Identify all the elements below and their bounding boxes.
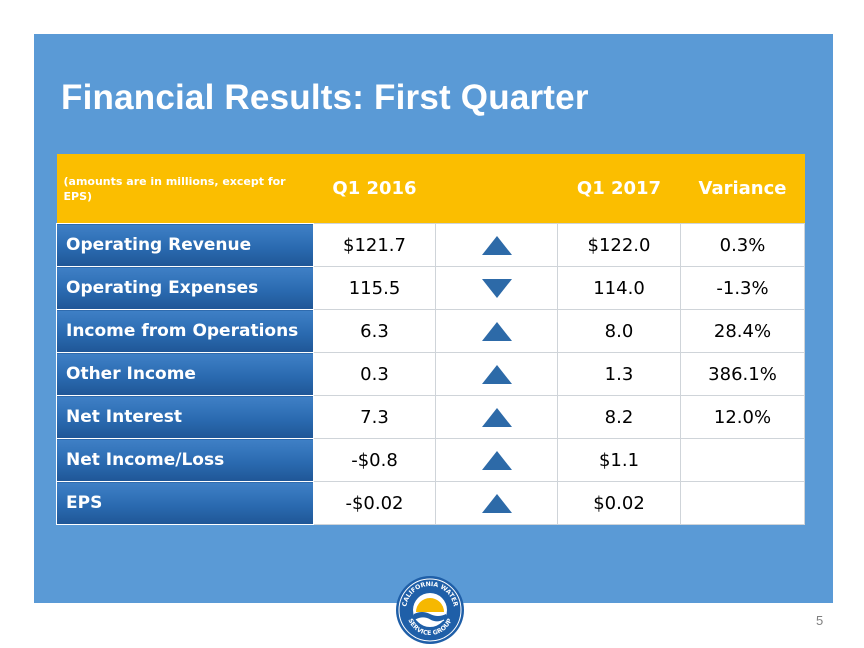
up-triangle-icon (482, 408, 512, 427)
table-row: Operating Expenses 115.5 114.0 -1.3% (57, 267, 805, 310)
q1-2016-value: 6.3 (314, 310, 436, 353)
q1-2017-value: 8.2 (558, 396, 681, 439)
q1-2016-value: $121.7 (314, 224, 436, 267)
q1-2017-value: $0.02 (558, 482, 681, 525)
table-row: Income from Operations 6.3 8.0 28.4% (57, 310, 805, 353)
q1-2016-value: 7.3 (314, 396, 436, 439)
row-label: Operating Expenses (57, 267, 314, 310)
header-trend (436, 154, 558, 224)
q1-2017-value: 8.0 (558, 310, 681, 353)
table-row: Net Income/Loss -$0.8 $1.1 (57, 439, 805, 482)
row-label: EPS (57, 482, 314, 525)
up-triangle-icon (482, 451, 512, 470)
trend-cell (436, 224, 558, 267)
q1-2017-value: 1.3 (558, 353, 681, 396)
variance-value: -1.3% (681, 267, 805, 310)
up-triangle-icon (482, 365, 512, 384)
row-label: Other Income (57, 353, 314, 396)
q1-2016-value: -$0.02 (314, 482, 436, 525)
row-label: Net Interest (57, 396, 314, 439)
trend-cell (436, 482, 558, 525)
variance-value (681, 439, 805, 482)
variance-value (681, 482, 805, 525)
q1-2017-value: 114.0 (558, 267, 681, 310)
row-label: Net Income/Loss (57, 439, 314, 482)
table-row: EPS -$0.02 $0.02 (57, 482, 805, 525)
up-triangle-icon (482, 236, 512, 255)
trend-cell (436, 439, 558, 482)
company-logo: CALIFORNIA WATER SERVICE GROUP (394, 574, 466, 646)
up-triangle-icon (482, 494, 512, 513)
row-label: Income from Operations (57, 310, 314, 353)
trend-cell (436, 353, 558, 396)
variance-value: 0.3% (681, 224, 805, 267)
header-q1-2016: Q1 2016 (314, 154, 436, 224)
q1-2016-value: -$0.8 (314, 439, 436, 482)
down-triangle-icon (482, 279, 512, 298)
row-label: Operating Revenue (57, 224, 314, 267)
q1-2017-value: $1.1 (558, 439, 681, 482)
variance-value: 12.0% (681, 396, 805, 439)
slide-title: Financial Results: First Quarter (61, 78, 589, 118)
table-row: Other Income 0.3 1.3 386.1% (57, 353, 805, 396)
q1-2017-value: $122.0 (558, 224, 681, 267)
q1-2016-value: 115.5 (314, 267, 436, 310)
financial-results-table: (amounts are in millions, except for EPS… (56, 154, 805, 525)
page-number: 5 (816, 613, 823, 628)
trend-cell (436, 310, 558, 353)
header-note: (amounts are in millions, except for EPS… (57, 154, 314, 224)
header-variance: Variance (681, 154, 805, 224)
up-triangle-icon (482, 322, 512, 341)
q1-2016-value: 0.3 (314, 353, 436, 396)
table-row: Operating Revenue $121.7 $122.0 0.3% (57, 224, 805, 267)
table-row: Net Interest 7.3 8.2 12.0% (57, 396, 805, 439)
variance-value: 386.1% (681, 353, 805, 396)
header-q1-2017: Q1 2017 (558, 154, 681, 224)
table-header-row: (amounts are in millions, except for EPS… (57, 154, 805, 224)
trend-cell (436, 267, 558, 310)
variance-value: 28.4% (681, 310, 805, 353)
trend-cell (436, 396, 558, 439)
